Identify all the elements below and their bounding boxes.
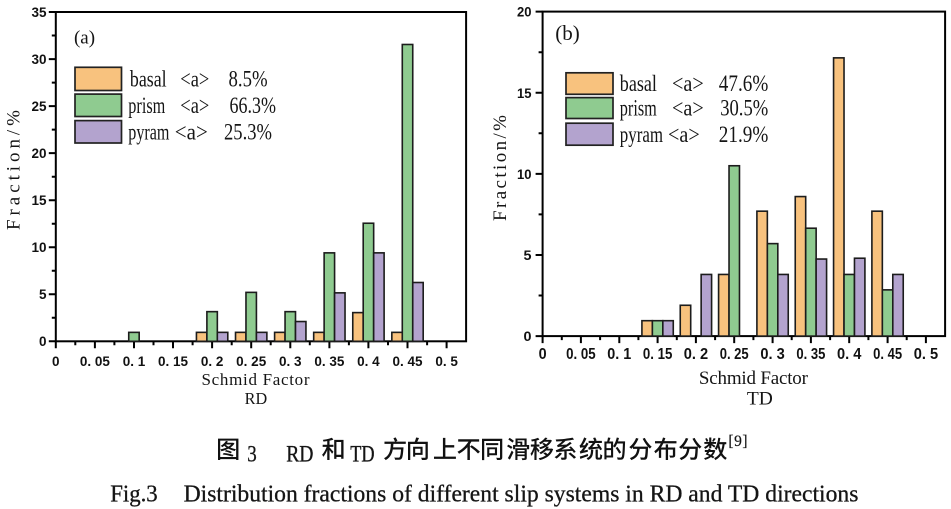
svg-text:15: 15 xyxy=(517,85,532,101)
svg-text:0. 5: 0. 5 xyxy=(914,346,938,363)
svg-text:0. 05: 0. 05 xyxy=(80,354,111,369)
svg-text:15: 15 xyxy=(31,193,47,208)
svg-text:<a>: <a> xyxy=(672,71,704,96)
svg-text:[9]: [9] xyxy=(728,433,747,450)
svg-text:10: 10 xyxy=(517,166,532,182)
svg-text:0: 0 xyxy=(524,328,532,344)
svg-text:47.6%: 47.6% xyxy=(719,71,769,96)
svg-text:5: 5 xyxy=(524,247,532,263)
svg-text:<a>: <a> xyxy=(180,67,209,92)
svg-text:25: 25 xyxy=(31,99,47,114)
svg-text:20: 20 xyxy=(517,4,532,20)
svg-text:RD: RD xyxy=(286,442,313,468)
svg-text:0. 35: 0. 35 xyxy=(796,346,825,363)
svg-text:Schmid Factor: Schmid Factor xyxy=(202,370,310,389)
svg-text:(b): (b) xyxy=(555,21,580,45)
svg-text:pyram: pyram xyxy=(620,122,663,147)
svg-text:<a>: <a> xyxy=(175,119,208,144)
svg-text:prism: prism xyxy=(620,96,657,121)
svg-text:0. 25: 0. 25 xyxy=(236,354,267,369)
svg-text:25.3%: 25.3% xyxy=(224,119,272,144)
svg-text:0. 5: 0. 5 xyxy=(435,354,458,369)
svg-text:21.9%: 21.9% xyxy=(719,122,769,147)
svg-text:TD: TD xyxy=(747,390,773,410)
svg-text:<a>: <a> xyxy=(668,122,700,147)
svg-text:30.5%: 30.5% xyxy=(720,96,768,121)
svg-text:Fraction/%: Fraction/% xyxy=(4,110,25,230)
svg-text:0. 45: 0. 45 xyxy=(392,354,423,369)
svg-text:0. 4: 0. 4 xyxy=(837,346,861,363)
svg-text:0. 1: 0. 1 xyxy=(607,346,631,363)
svg-text:30: 30 xyxy=(31,52,46,67)
svg-text:0. 05: 0. 05 xyxy=(566,346,596,363)
svg-text:0. 2: 0. 2 xyxy=(684,346,708,363)
svg-text:TD: TD xyxy=(350,442,374,468)
svg-text:Schmid Factor: Schmid Factor xyxy=(699,368,809,389)
svg-text:66.3%: 66.3% xyxy=(230,93,277,118)
svg-text:0. 15: 0. 15 xyxy=(158,354,189,369)
svg-text:20: 20 xyxy=(31,146,46,161)
svg-text:Distribution fractions of diff: Distribution fractions of different slip… xyxy=(184,481,859,507)
svg-text:0: 0 xyxy=(39,334,47,349)
svg-text:Fraction/%: Fraction/% xyxy=(490,115,511,221)
svg-text:0. 2: 0. 2 xyxy=(201,354,224,369)
svg-text:Fig.3: Fig.3 xyxy=(110,481,158,507)
svg-text:3: 3 xyxy=(247,442,257,468)
svg-text:0. 35: 0. 35 xyxy=(314,354,345,369)
svg-text:<a>: <a> xyxy=(672,96,704,121)
svg-text:0: 0 xyxy=(52,354,60,369)
svg-text:basal: basal xyxy=(620,71,657,96)
svg-text:0. 4: 0. 4 xyxy=(357,354,380,369)
svg-text:RD: RD xyxy=(245,389,268,408)
svg-text:(a): (a) xyxy=(74,27,95,48)
svg-text:10: 10 xyxy=(31,240,46,255)
svg-text:basal: basal xyxy=(130,67,167,92)
svg-text:8.5%: 8.5% xyxy=(229,67,268,92)
svg-text:0. 3: 0. 3 xyxy=(760,346,784,363)
svg-text:0: 0 xyxy=(539,346,547,363)
svg-text:35: 35 xyxy=(31,5,47,20)
svg-text:0. 45: 0. 45 xyxy=(873,346,902,363)
svg-text:0. 1: 0. 1 xyxy=(123,354,146,369)
svg-text:prism: prism xyxy=(128,93,165,118)
svg-text:0. 3: 0. 3 xyxy=(279,354,302,369)
svg-text:<a>: <a> xyxy=(180,93,209,118)
svg-text:5: 5 xyxy=(39,287,47,302)
svg-text:0. 15: 0. 15 xyxy=(643,346,673,363)
svg-text:0. 25: 0. 25 xyxy=(720,346,749,363)
svg-text:pyram: pyram xyxy=(128,119,169,144)
